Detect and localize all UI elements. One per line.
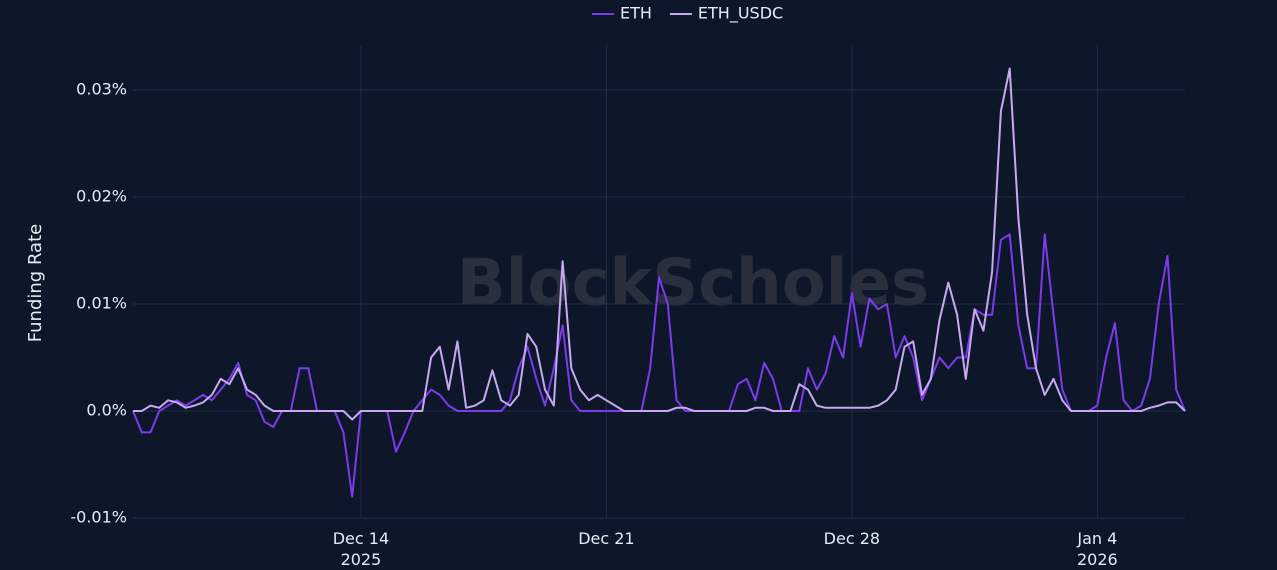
x-tick-label: Dec 28 xyxy=(823,529,881,548)
watermark: BlockScholes xyxy=(457,247,929,321)
line-series xyxy=(133,67,1186,421)
x-tick-label: Dec 21 xyxy=(578,529,635,548)
legend-label: ETH_USDC xyxy=(698,4,783,24)
y-tick-label: 0.02% xyxy=(76,186,127,205)
y-tick-label: 0.01% xyxy=(76,293,127,312)
y-tick-label: -0.01% xyxy=(70,508,127,527)
y-tick-label: 0.03% xyxy=(76,79,127,98)
legend-label: ETH xyxy=(620,4,652,23)
x-tick-label: Dec 14 2025 xyxy=(332,529,390,569)
line-series xyxy=(132,233,1186,498)
x-tick-label: Jan 4 2026 xyxy=(1076,529,1118,569)
y-axis-title: Funding Rate xyxy=(25,224,46,342)
y-tick-label: 0.0% xyxy=(86,400,127,419)
